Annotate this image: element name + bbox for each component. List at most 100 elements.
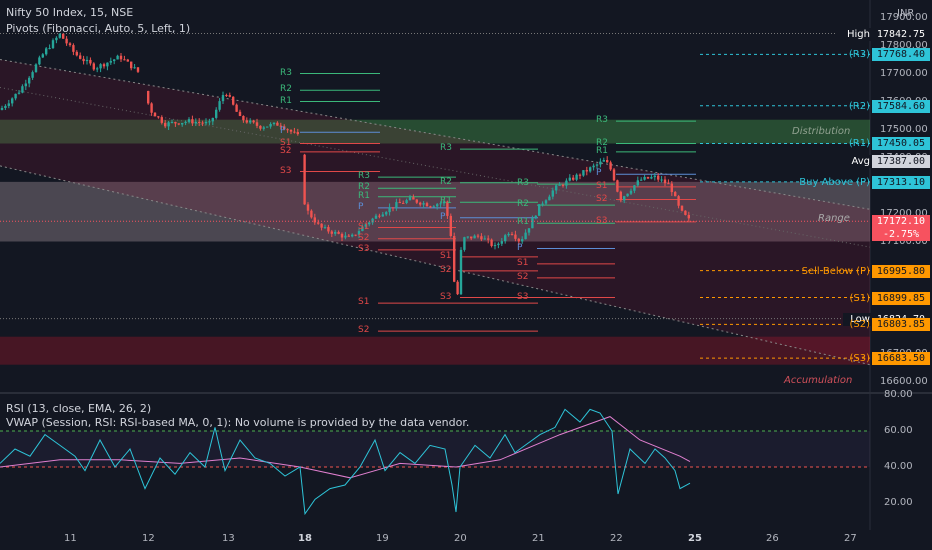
candle-body [524, 232, 527, 240]
candle-body [187, 119, 191, 122]
symbol-title[interactable]: Nifty 50 Index, 15, NSE [6, 6, 134, 19]
candle-body [279, 125, 282, 127]
candle-body [385, 212, 388, 215]
candle-body [538, 204, 541, 216]
candle-body [415, 199, 418, 203]
candle-body [38, 57, 41, 65]
candle-body [439, 203, 442, 205]
candle-body [636, 180, 639, 186]
candle-body [405, 200, 408, 203]
candle-body [371, 218, 374, 223]
candle-body [92, 63, 95, 70]
price-box-buy-above-p-: 17313.10 [872, 175, 930, 189]
pivot-label: S3 [440, 291, 452, 302]
pivots-indicator-title[interactable]: Pivots (Fibonacci, Auto, 5, Left, 1) [6, 22, 191, 35]
price-box--s3-: 16683.50 [872, 352, 930, 366]
pivot-label: R2 [280, 84, 292, 95]
candle-body [453, 236, 456, 282]
candle-body [218, 101, 221, 110]
candle-body [510, 233, 514, 235]
candle-body [225, 95, 228, 97]
candle-body [310, 210, 313, 218]
candle-body [466, 236, 469, 238]
candle-body [517, 238, 520, 242]
price-box--s2-: 16803.85 [872, 318, 930, 332]
candle-body [334, 231, 337, 234]
candle-body [272, 122, 276, 124]
candle-body [160, 117, 163, 123]
pivot-label: S3 [517, 291, 529, 302]
candle-body [157, 116, 160, 118]
candle-body [337, 231, 340, 234]
candle-body [306, 204, 310, 211]
candle-body [561, 184, 565, 186]
zone-label-range: Range [818, 213, 850, 224]
time-tick: 27 [844, 533, 857, 544]
candle-body [541, 203, 544, 205]
candle-body [41, 54, 44, 58]
candle-body [79, 55, 82, 59]
candle-body [7, 103, 10, 106]
price-tag: (S1) [849, 292, 870, 304]
candle-body [164, 122, 167, 127]
candle-body [62, 33, 65, 39]
candle-body [235, 104, 238, 112]
candle-body [381, 214, 384, 217]
pivot-label: R2 [596, 137, 608, 148]
vwap-indicator-title[interactable]: VWAP (Session, RSI: RSI-based MA, 0, 1):… [6, 416, 470, 429]
time-tick: 18 [298, 533, 312, 544]
time-tick: 20 [454, 533, 467, 544]
price-tick: 17700.00 [880, 67, 928, 79]
candle-body [68, 43, 72, 46]
pivot-label: S1 [440, 250, 452, 261]
candle-body [303, 154, 306, 205]
candle-body [408, 197, 412, 201]
candle-body [65, 38, 68, 44]
candle-body [102, 64, 106, 67]
candle-body [45, 48, 48, 55]
pivot-label: S1 [596, 180, 608, 191]
pivot-label: P [280, 126, 286, 137]
candle-body [595, 164, 599, 166]
candle-body [585, 170, 588, 172]
candle-body [174, 122, 177, 124]
pivot-label: S2 [358, 325, 370, 336]
candle-body [208, 121, 211, 123]
candle-body [150, 103, 153, 113]
candle-body [133, 67, 136, 69]
price-tag: (S3) [849, 353, 870, 365]
candle-body [521, 239, 524, 242]
candle-body [317, 222, 320, 224]
candle-body [255, 122, 259, 126]
candle-body [351, 234, 354, 237]
candle-body [0, 107, 4, 110]
candle-body [378, 215, 381, 217]
candle-body [238, 111, 242, 116]
candle-body [616, 180, 619, 192]
pivot-label: R3 [358, 171, 370, 182]
candle-body [670, 183, 673, 193]
pivot-label: R3 [280, 67, 292, 78]
pivot-label: R3 [517, 178, 529, 189]
candle-body [85, 59, 89, 62]
rsi-indicator-title[interactable]: RSI (13, close, EMA, 26, 2) [6, 402, 152, 415]
candle-body [21, 86, 24, 93]
candle-body [119, 55, 123, 60]
candle-body [347, 235, 350, 237]
candle-body [147, 90, 150, 104]
candle-body [113, 59, 116, 62]
time-tick: 12 [142, 533, 155, 544]
rsi-tick: 40.00 [884, 461, 913, 472]
rsi-ma-line [0, 416, 691, 479]
candle-body [289, 130, 293, 132]
candle-body [123, 59, 126, 61]
candle-body [490, 239, 493, 246]
candle-body [500, 241, 503, 244]
candle-body [215, 109, 218, 118]
pivot-label: S2 [440, 264, 452, 275]
candle-body [221, 95, 225, 102]
candle-body [419, 202, 422, 205]
candle-body [640, 179, 643, 181]
candle-body [684, 210, 687, 215]
